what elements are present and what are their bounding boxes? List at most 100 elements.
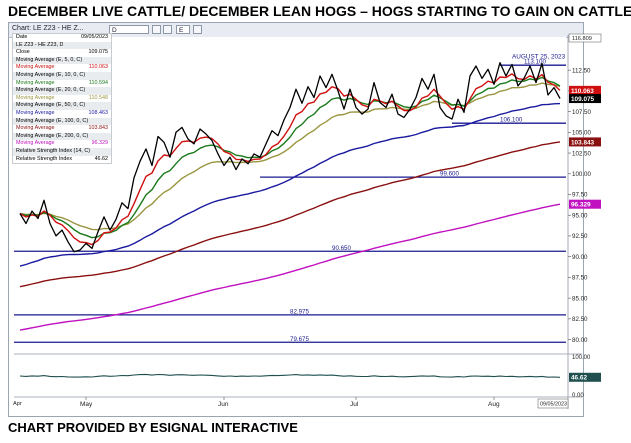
rsi-tick-label: 0.00 xyxy=(572,393,584,399)
horizontal-level-label: 90.650 xyxy=(332,245,351,252)
legend-value: 46.62 xyxy=(94,155,109,162)
legend-value: 09/05/2023 xyxy=(81,34,108,40)
legend-row: Moving Average (E, 20, 0, C) xyxy=(13,87,111,95)
y-tick-label: 90.00 xyxy=(572,254,588,261)
legend-row: Moving Average (E, 200, 0, C) xyxy=(13,132,111,141)
legend-label: Close xyxy=(16,49,30,56)
value-tag-box xyxy=(569,137,601,147)
date-annotation: AUGUST 25, 2023 xyxy=(512,53,566,60)
horizontal-level-label: 99.600 xyxy=(440,171,459,178)
y-tick-label: 112.50 xyxy=(572,67,591,74)
y-tick-label: 92.50 xyxy=(572,233,588,240)
y-tick-label: 102.50 xyxy=(572,150,591,157)
legend-label: Moving Average xyxy=(16,94,55,101)
legend-label: Moving Average (E, 200, 0, C) xyxy=(16,132,89,139)
legend-row: Relative Strength Index (14, C) xyxy=(13,147,111,156)
legend-row: Date 09/05/2023 xyxy=(13,34,111,42)
value-tag-box xyxy=(569,199,601,209)
x-end-label: 09/05/2023 xyxy=(540,402,567,408)
y-tick-label: 87.50 xyxy=(572,275,588,282)
legend-label: Moving Average (E, 10, 0, C) xyxy=(16,71,86,78)
y-tick-label: 95.00 xyxy=(572,212,588,219)
data-legend: Date 09/05/2023 LE Z23 - HE Z23, D Close 109… xyxy=(12,33,112,165)
legend-label: Moving Average xyxy=(16,125,55,132)
menu-select[interactable]: E xyxy=(176,25,190,34)
x-tick-label: Aug xyxy=(488,401,500,408)
legend-value: 109.075 xyxy=(88,49,109,56)
legend-label: Moving Average xyxy=(16,140,55,147)
legend-row: Moving Average 110.063 xyxy=(13,64,111,72)
rsi-value-label: 46.62 xyxy=(571,375,587,382)
ma-line-200 xyxy=(19,203,561,331)
interval-select[interactable]: D xyxy=(109,25,149,34)
legend-row: Close 109.075 xyxy=(13,49,111,57)
legend-row: Relative Strength Index 46.62 xyxy=(13,156,111,164)
legend-label: Relative Strength Index xyxy=(16,155,73,162)
value-tag-box xyxy=(569,94,601,104)
ma-line-100 xyxy=(19,141,561,288)
value-tag-label: 103.843 xyxy=(571,139,595,146)
legend-row: Moving Average 110.548 xyxy=(13,95,111,103)
tool-button-3[interactable] xyxy=(193,25,202,34)
rsi-value-box xyxy=(569,372,601,382)
y-tick-label: 107.50 xyxy=(572,109,591,116)
legend-row: Moving Average (E, 10, 0, C) xyxy=(13,71,111,80)
horizontal-level-label: 79.675 xyxy=(290,336,309,343)
legend-label: Moving Average xyxy=(16,64,55,71)
x-tick-label: May xyxy=(80,401,93,408)
footer-credit: CHART PROVIDED BY ESIGNAL INTERACTIVE xyxy=(8,420,298,435)
value-tag-label: 110.063 xyxy=(571,88,594,95)
legend-label: Relative Strength Index (14, C) xyxy=(16,147,91,154)
x-tick-label: Jul xyxy=(350,401,359,408)
legend-row: Moving Average (E, 100, 0, C) xyxy=(13,117,111,126)
x-end-box xyxy=(537,398,569,409)
tool-button-2[interactable] xyxy=(163,25,172,34)
rsi-line xyxy=(19,373,561,378)
legend-label: Moving Average xyxy=(16,79,55,86)
legend-value: 103.843 xyxy=(88,125,109,132)
y-tick-label: 85.00 xyxy=(572,295,588,302)
y-tick-label: 80.00 xyxy=(572,337,588,344)
value-tag-box xyxy=(569,85,601,95)
horizontal-level-label: 106.100 xyxy=(500,117,523,124)
legend-label: Moving Average (E, 20, 0, C) xyxy=(16,87,86,94)
rsi-tick-label: 100.00 xyxy=(572,355,591,361)
legend-row: Moving Average (E, 5, 0, C) xyxy=(13,56,111,65)
y-tick-label: 97.50 xyxy=(572,192,588,199)
horizontal-level-label: 113.100 xyxy=(524,59,546,66)
legend-value: 110.548 xyxy=(88,94,108,101)
legend-value: 108.463 xyxy=(88,109,109,116)
y-tick-label: 100.00 xyxy=(572,171,591,178)
legend-value: 96.329 xyxy=(91,140,109,147)
x-tick-label: Jun xyxy=(218,401,229,408)
value-tag-label: 109.075 xyxy=(571,96,595,103)
y-tick-label: 82.50 xyxy=(572,316,588,323)
ma-line-5 xyxy=(19,73,561,246)
toolbar-chart-label: Chart: LE Z23 - HE Z... xyxy=(12,25,84,32)
legend-row: Moving Average (E, 50, 0, C) xyxy=(13,102,111,110)
tool-button-1[interactable] xyxy=(152,25,161,34)
ma-line-50 xyxy=(19,102,561,267)
axis-top-label: 116.809 xyxy=(572,36,592,42)
legend-value: 110.594 xyxy=(88,79,108,86)
value-tag-label: 96.329 xyxy=(571,202,591,209)
legend-label: Date xyxy=(16,34,28,40)
legend-row: Moving Average 96.329 xyxy=(13,140,111,148)
legend-value: 110.063 xyxy=(88,64,108,71)
legend-label: Moving Average (E, 100, 0, C) xyxy=(16,117,89,124)
legend-row: Moving Average 110.594 xyxy=(13,80,111,88)
legend-label: LE Z23 - HE Z23, D xyxy=(16,41,64,48)
axis-top-box xyxy=(568,33,602,43)
legend-label: Moving Average xyxy=(16,109,55,116)
legend-label: Moving Average (E, 50, 0, C) xyxy=(16,102,86,109)
horizontal-level-label: 82.975 xyxy=(290,308,309,315)
x-start-label: Apr xyxy=(13,401,22,407)
close-line xyxy=(19,62,561,253)
legend-row: LE Z23 - HE Z23, D xyxy=(13,41,111,50)
chart-toolbar: Chart: LE Z23 - HE Z... D E xyxy=(9,23,583,38)
legend-label: Moving Average (E, 5, 0, C) xyxy=(16,56,83,63)
page-title: DECEMBER LIVE CATTLE/ DECEMBER LEAN HOGS… xyxy=(8,3,631,19)
y-tick-label: 105.00 xyxy=(572,130,591,137)
legend-row: Moving Average 108.463 xyxy=(13,110,111,118)
legend-row: Moving Average 103.843 xyxy=(13,125,111,133)
